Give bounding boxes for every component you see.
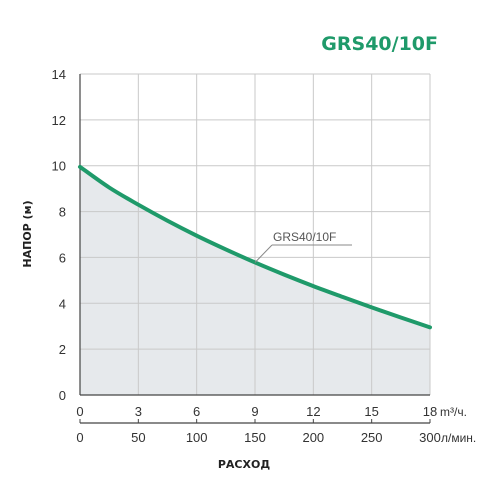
y-tick-label: 4 [59, 296, 66, 311]
y-tick-label: 10 [52, 159, 66, 174]
x-tick-label-secondary: 50 [131, 430, 145, 445]
y-tick-label: 12 [52, 113, 66, 128]
y-tick-label: 8 [59, 205, 66, 220]
x-tick-label-primary: 3 [135, 404, 142, 419]
model-title: GRS40/10F [321, 33, 438, 55]
x-unit-primary: m³/ч. [440, 405, 467, 419]
y-tick-label: 2 [59, 342, 66, 357]
y-tick-label: 0 [59, 388, 66, 403]
axes [79, 74, 431, 424]
x-tick-label-primary: 18 [423, 404, 437, 419]
y-tick-label: 14 [52, 67, 66, 82]
x-tick-label-secondary: 300 [419, 430, 441, 445]
curve-label: GRS40/10F [273, 230, 336, 244]
x-tick-label-primary: 15 [364, 404, 378, 419]
y-tick-label: 6 [59, 250, 66, 265]
x-axis-title: РАСХОД [218, 458, 270, 471]
x-tick-label-secondary: 0 [76, 430, 83, 445]
x-tick-label-secondary: 150 [244, 430, 266, 445]
x-tick-label-primary: 9 [251, 404, 258, 419]
curve-label-leader [254, 244, 273, 263]
performance-curve: GRS40/10F [78, 164, 432, 330]
x-tick-label-secondary: 200 [302, 430, 324, 445]
tick-labels: 0 2 4 6 8 10 12 14 0 3 6 9 12 15 18 0 50 100 150 200 250 300 [52, 67, 441, 445]
x-tick-label-primary: 0 [76, 404, 83, 419]
x-tick-label-secondary: 100 [186, 430, 208, 445]
x-tick-label-primary: 6 [193, 404, 200, 419]
x-unit-secondary: л/мин. [441, 431, 476, 445]
y-axis-title: НАПОР (м) [21, 200, 34, 267]
grid [79, 73, 431, 396]
curve-line [78, 164, 432, 330]
x-tick-label-secondary: 250 [361, 430, 383, 445]
x-tick-label-primary: 12 [306, 404, 320, 419]
